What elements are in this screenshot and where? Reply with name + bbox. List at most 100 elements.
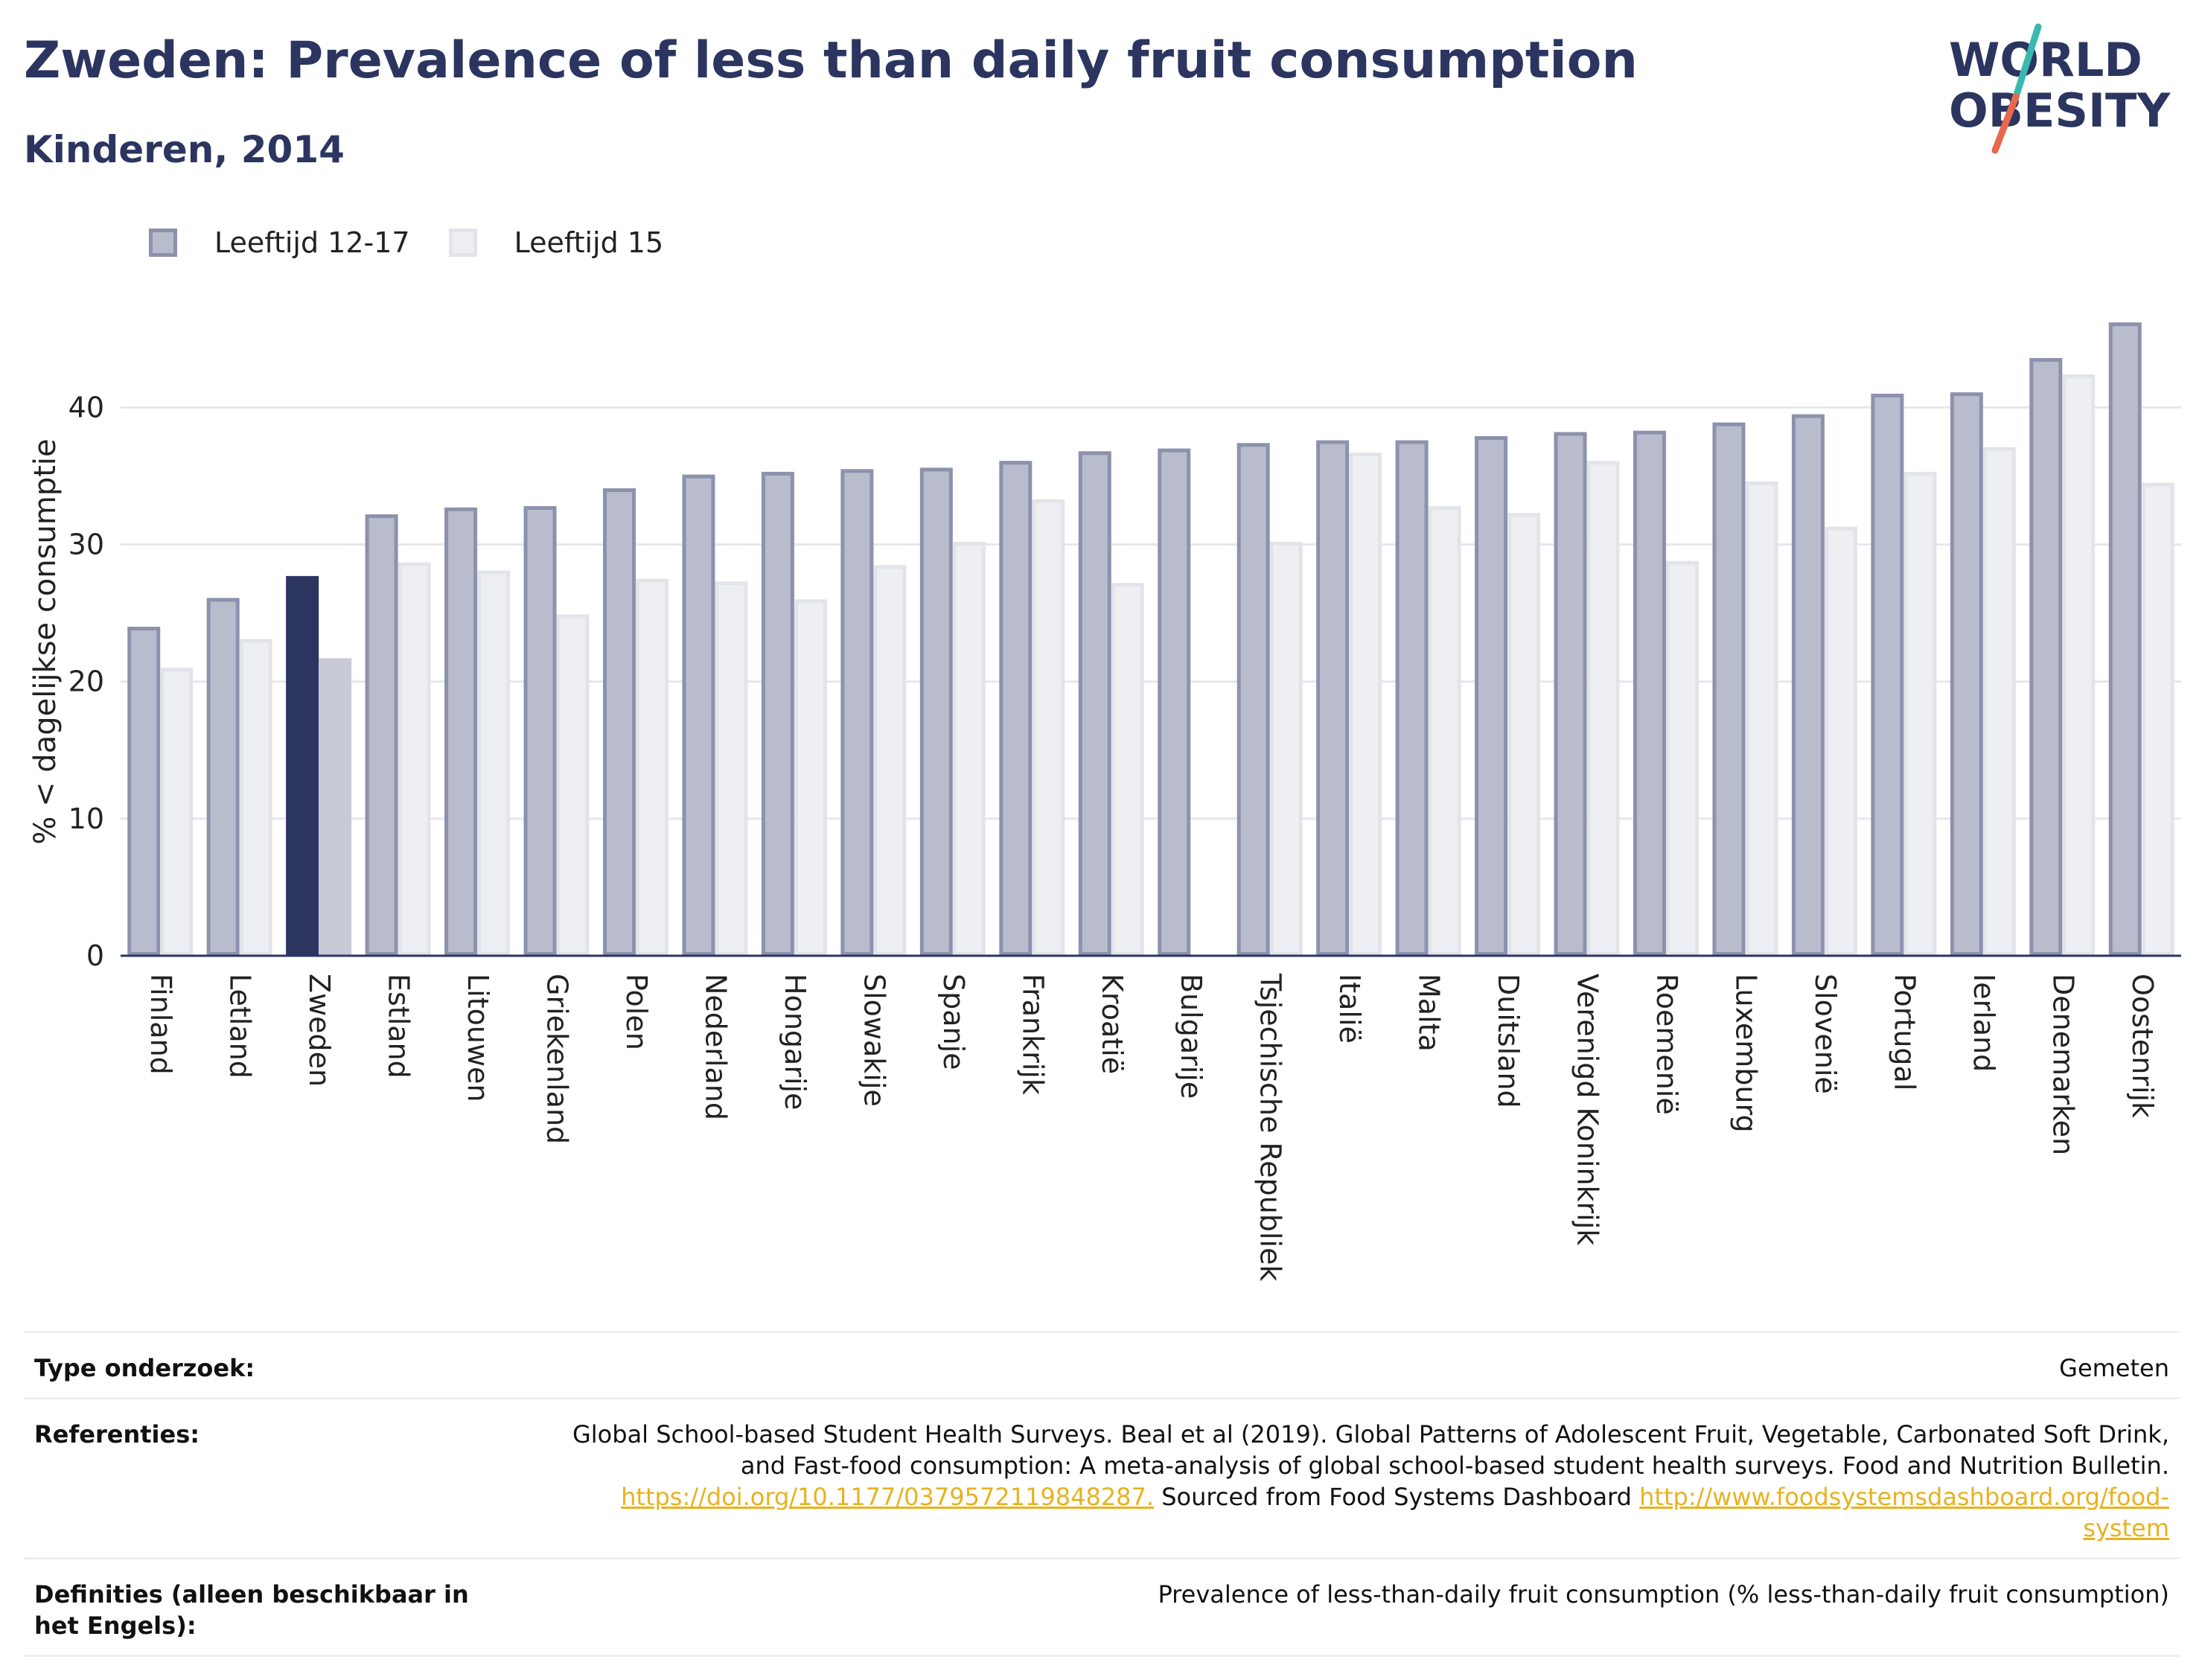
- x-tick-label: Malta: [1413, 974, 1446, 1052]
- info-row-references: Referenties: Global School-based Student…: [24, 1397, 2180, 1557]
- info-label-definitions: Definities (alleen beschikbaar in het En…: [34, 1580, 469, 1640]
- x-tick-label: Nederland: [699, 974, 732, 1120]
- bar-series-1: [1950, 392, 1983, 956]
- bar-series-1: [761, 471, 794, 956]
- bar-series-2: [556, 614, 590, 956]
- references-middle-text: Sourced from Food Systems Dashboard: [1154, 1483, 1640, 1511]
- bar-series-1: [2029, 358, 2063, 956]
- x-tick-label: Polen: [620, 974, 653, 1050]
- doi-link[interactable]: https://doi.org/10.1177/0379572119848287…: [621, 1483, 1155, 1511]
- info-table: Type onderzoek: Gemeten Referenties: Glo…: [24, 1331, 2180, 1657]
- bar-series-2: [319, 658, 352, 956]
- bar-series-2: [477, 570, 511, 956]
- x-tick-label: Zweden: [303, 974, 336, 1087]
- bar-series-2: [952, 541, 986, 956]
- bar-series-1: [1236, 443, 1270, 956]
- x-tick-label: Tsjechische Republiek: [1254, 973, 1287, 1281]
- x-tick-label: Bulgarije: [1175, 974, 1207, 1099]
- bar-series-1: [1395, 440, 1429, 956]
- bar-series-2: [1349, 453, 1382, 956]
- bar-series-2: [1111, 583, 1144, 956]
- x-tick-label: Griekenland: [541, 974, 574, 1144]
- bar-series-1: [127, 627, 161, 956]
- bar-series-2: [160, 668, 194, 956]
- bar-series-2: [2141, 482, 2174, 956]
- bar-series-1: [999, 461, 1033, 956]
- bar-series-2: [1032, 499, 1065, 956]
- y-axis-label: % < dagelijkse consumptie: [28, 438, 63, 844]
- bar-series-2: [1982, 447, 2016, 956]
- bar-series-2: [1507, 513, 1541, 956]
- legend-label-series-2: Leeftijd 15: [514, 226, 664, 259]
- x-tick-label: Ierland: [1968, 974, 2000, 1072]
- legend-item-series-1[interactable]: Leeftijd 12-17: [149, 226, 410, 259]
- info-value-definitions: Prevalence of less-than-daily fruit cons…: [1158, 1580, 2169, 1609]
- x-tick-label: Frankrijk: [1016, 974, 1049, 1095]
- x-tick-label: Slovenië: [1809, 974, 1842, 1094]
- bar-series-2: [1428, 505, 1461, 956]
- legend-item-series-2[interactable]: Leeftijd 15: [448, 226, 664, 259]
- food-systems-dashboard-link[interactable]: http://www.foodsystemsdashboard.org/food…: [1639, 1483, 2169, 1542]
- x-tick-label: Letland: [224, 974, 257, 1079]
- x-tick-label: Slowakije: [858, 974, 890, 1107]
- logo-text-world: WORLD: [1949, 33, 2142, 87]
- y-tick-label: 30: [68, 528, 104, 561]
- info-row-survey-type: Type onderzoek: Gemeten: [24, 1331, 2180, 1397]
- bar-series-2: [398, 562, 431, 956]
- bar-series-2: [1903, 471, 1937, 956]
- bar-series-2: [1745, 481, 1778, 956]
- x-tick-label: Luxemburg: [1729, 974, 1762, 1133]
- legend-swatch-series-1: [149, 229, 177, 257]
- logo-slash-bottom: [1991, 93, 2020, 154]
- x-tick-label: Roemenië: [1650, 974, 1683, 1115]
- y-tick-label: 40: [68, 391, 104, 424]
- bar-series-2: [794, 599, 827, 956]
- info-value-survey-type: Gemeten: [2059, 1354, 2169, 1382]
- page-subtitle: Kinderen, 2014: [24, 128, 345, 171]
- x-tick-label: Duitsland: [1492, 974, 1525, 1108]
- references-text: Global School-based Student Health Surve…: [572, 1420, 2169, 1480]
- x-tick-label: Finland: [144, 974, 177, 1075]
- info-row-definitions: Definities (alleen beschikbaar in het En…: [24, 1557, 2180, 1657]
- info-label-references: Referenties:: [34, 1420, 200, 1449]
- x-tick-label: Denemarken: [2046, 974, 2079, 1155]
- bar-series-2: [1269, 541, 1303, 956]
- bar-series-2: [1666, 560, 1699, 956]
- bar-series-2: [1586, 461, 1620, 956]
- x-tick-label: Estland: [383, 974, 415, 1079]
- bar-series-1: [206, 598, 240, 956]
- legend-swatch-series-2: [448, 229, 477, 257]
- info-value-references: Global School-based Student Health Surve…: [569, 1419, 2169, 1544]
- bar-series-1: [603, 488, 636, 956]
- chart-legend: Leeftijd 12-17 Leeftijd 15: [149, 222, 702, 264]
- bar-series-1: [840, 469, 874, 956]
- x-tick-label: Kroatië: [1096, 974, 1129, 1074]
- x-tick-label: Verenigd Koninkrijk: [1571, 974, 1604, 1245]
- bar-series-1: [1158, 448, 1191, 956]
- bar-series-2: [2062, 374, 2096, 956]
- bar-series-1: [682, 474, 715, 956]
- info-label-survey-type: Type onderzoek:: [34, 1354, 255, 1382]
- bar-series-1: [1871, 393, 1904, 956]
- y-tick-label: 10: [68, 802, 104, 835]
- bar-series-1: [1078, 451, 1111, 956]
- x-tick-label: Spanje: [937, 974, 970, 1070]
- bar-series-1: [1633, 430, 1666, 956]
- legend-label-series-1: Leeftijd 12-17: [214, 226, 410, 259]
- bar-series-1: [286, 575, 319, 956]
- bar-series-1: [444, 507, 478, 956]
- world-obesity-logo[interactable]: WORLD OBESITY: [1943, 22, 2189, 156]
- logo-slash-top: [2012, 23, 2042, 100]
- bar-series-1: [1712, 422, 1746, 956]
- bar-series-1: [919, 467, 953, 956]
- bar-series-1: [365, 514, 398, 956]
- bar-series-2: [1824, 526, 1857, 956]
- bar-series-1: [1554, 432, 1587, 956]
- bar-series-1: [2108, 322, 2142, 956]
- x-tick-label: Oostenrijk: [2126, 974, 2159, 1118]
- bar-series-2: [715, 581, 748, 956]
- bar-series-2: [873, 565, 907, 956]
- bar-series-2: [239, 639, 272, 956]
- bar-series-1: [523, 505, 557, 956]
- bar-series-1: [1791, 414, 1825, 956]
